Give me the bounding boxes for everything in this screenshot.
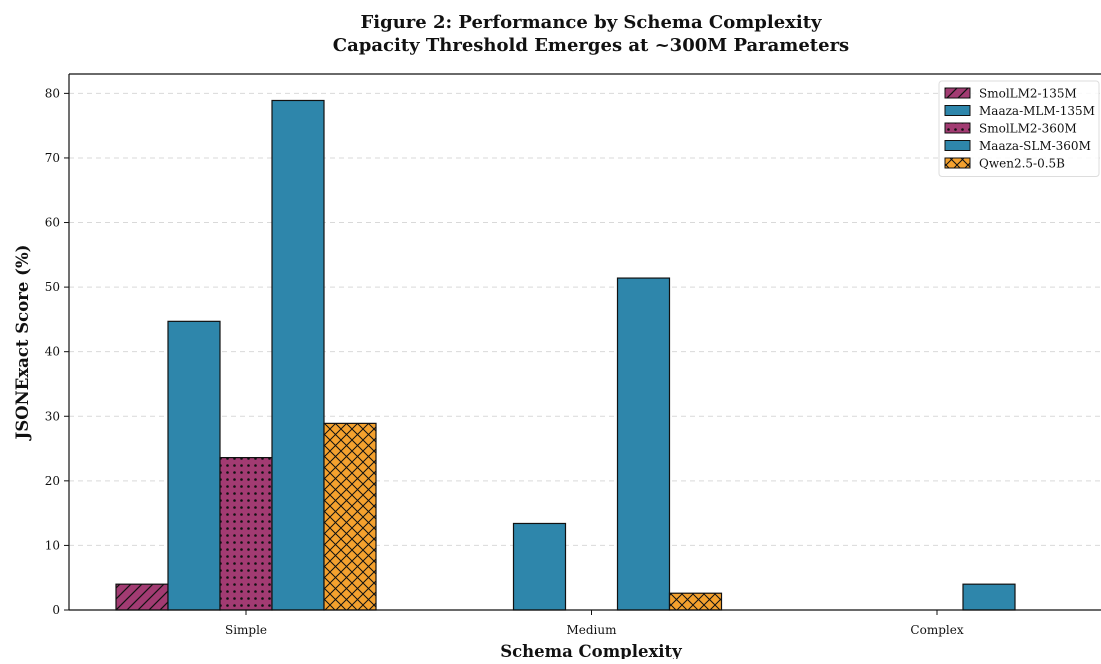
- legend-swatch: [944, 140, 971, 151]
- bar-qwen2-5-0-5b-simple: [323, 422, 377, 611]
- legend-label: Maaza-SLM-360M: [979, 139, 1091, 153]
- y-tick-label: 0: [52, 603, 60, 617]
- y-tick-label: 30: [45, 409, 60, 423]
- y-tick-label: 50: [45, 280, 60, 294]
- legend-label: Maaza-MLM-135M: [979, 104, 1095, 118]
- y-tick-label: 10: [45, 538, 60, 552]
- y-tick-label: 60: [45, 216, 60, 230]
- legend-box: [938, 80, 1100, 177]
- bar-smollm2-135m-simple: [115, 583, 169, 611]
- x-tick-label: Medium: [566, 623, 617, 637]
- y-tick-label: 40: [45, 345, 60, 359]
- bar-maaza-mlm-135m-medium: [512, 522, 567, 611]
- y-tick-label: 70: [45, 151, 60, 165]
- chart-title: Figure 2: Performance by Schema Complexi…: [360, 12, 822, 33]
- legend-label: SmolLM2-135M: [979, 87, 1077, 101]
- bars: [115, 99, 1016, 611]
- chart-subtitle: Capacity Threshold Emerges at ~300M Para…: [333, 35, 849, 56]
- y-axis-label: JSONExact Score (%): [13, 245, 32, 442]
- bar-smollm2-360m-simple: [219, 456, 273, 611]
- bar-maaza-mlm-135m-simple: [167, 320, 221, 611]
- x-tick-label: Simple: [225, 623, 267, 637]
- bar-maaza-slm-360m-medium: [616, 277, 671, 611]
- bar-maaza-slm-360m-simple: [271, 99, 325, 611]
- legend-label: SmolLM2-360M: [979, 122, 1077, 136]
- legend-swatch: [944, 157, 971, 169]
- y-tick-label: 80: [45, 86, 60, 100]
- legend: SmolLM2-135M Maaza-MLM-135M SmolLM2-360M Ma…: [938, 80, 1100, 177]
- legend-swatch: [944, 105, 971, 116]
- axes: 0 10 20 30 40 50 60 70 80 Simple Medium Complex: [45, 73, 1101, 637]
- legend-swatch: [944, 87, 971, 99]
- x-axis-label: Schema Complexity: [500, 642, 682, 659]
- legend-swatch: [944, 122, 971, 134]
- bar-qwen2-5-0-5b-medium: [668, 592, 723, 611]
- x-tick-label: Complex: [910, 623, 963, 637]
- bar-maaza-slm-360m-complex: [962, 583, 1016, 611]
- y-tick-label: 20: [45, 474, 60, 488]
- legend-label: Qwen2.5-0.5B: [979, 157, 1065, 171]
